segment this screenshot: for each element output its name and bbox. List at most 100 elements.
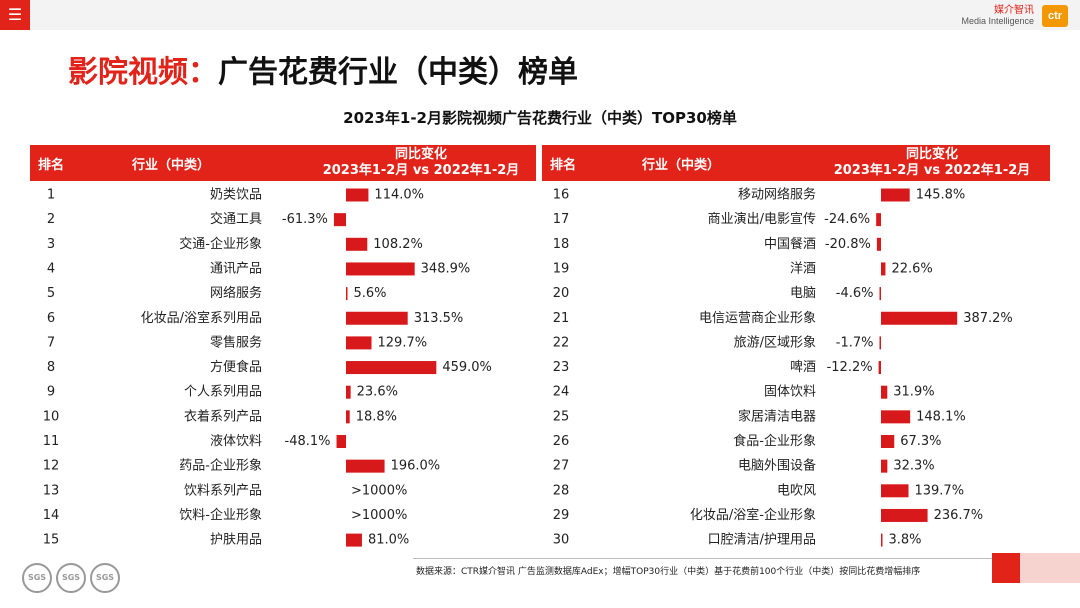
change-bar <box>881 188 910 202</box>
change-value-label: -20.8% <box>825 237 871 252</box>
footer-pink-block <box>1020 553 1080 583</box>
table-header-right: 排名 行业（中类） 同比变化 2023年1-2月 vs 2022年1-2月 <box>542 145 1050 181</box>
industry-label: 交通工具 <box>210 211 262 227</box>
industry-label: 固体饮料 <box>764 385 816 400</box>
rank-label: 25 <box>553 409 570 424</box>
change-bar <box>881 435 895 448</box>
industry-label: 旅游/区域形象 <box>734 335 816 350</box>
rank-label: 10 <box>43 409 60 424</box>
change-value-label: 236.7% <box>934 508 984 523</box>
footer-red-block <box>992 553 1020 583</box>
industry-label: 交通-企业形象 <box>179 236 262 252</box>
rank-label: 18 <box>553 237 570 252</box>
rank-label: 9 <box>47 385 55 400</box>
page-title-main: 广告花费行业（中类）榜单 <box>218 55 578 90</box>
industry-label: 网络服务 <box>210 285 262 301</box>
industry-label: 中国餐酒 <box>764 236 816 252</box>
industry-label: 电脑外围设备 <box>738 458 816 474</box>
change-bar <box>336 435 346 448</box>
header-change: 同比变化 2023年1-2月 vs 2022年1-2月 <box>306 147 536 179</box>
change-bar <box>346 311 408 325</box>
change-bar <box>876 237 881 251</box>
change-value-label: -1.7% <box>836 335 874 350</box>
change-value-label: 348.9% <box>421 261 471 276</box>
change-bar <box>346 533 362 547</box>
change-value-label: >1000% <box>351 483 407 498</box>
change-bar <box>346 237 368 251</box>
change-bar <box>881 311 958 325</box>
brand-name-cn: 媒介智讯 <box>994 5 1034 16</box>
change-bar <box>881 508 928 522</box>
change-bar <box>346 287 348 301</box>
page-title: 影院视频：广告花费行业（中类）榜单 <box>68 47 578 91</box>
change-value-label: -48.1% <box>285 434 331 449</box>
top-bar: ☰ 媒介智讯 Media Intelligence ctr <box>0 0 1080 30</box>
change-value-label: 313.5% <box>414 311 464 326</box>
rank-label: 14 <box>43 508 60 523</box>
industry-label: 护肤用品 <box>210 533 262 548</box>
change-bar <box>881 410 911 424</box>
rank-label: 16 <box>553 188 570 203</box>
rank-label: 30 <box>553 533 570 548</box>
rank-label: 22 <box>553 335 570 350</box>
rank-label: 4 <box>47 261 55 276</box>
industry-label: 零售服务 <box>210 334 262 350</box>
industry-label: 家居清洁电器 <box>738 408 816 424</box>
header-industry: 行业（中类） <box>642 158 721 173</box>
change-bar <box>346 188 369 202</box>
header-industry: 行业（中类） <box>132 158 211 173</box>
change-value-label: 81.0% <box>368 533 409 548</box>
industry-label: 电吹风 <box>777 483 816 498</box>
rank-label: 11 <box>43 434 60 449</box>
change-value-label: 139.7% <box>914 483 964 498</box>
industry-label: 电脑 <box>790 286 816 301</box>
change-bar <box>876 213 881 227</box>
header-rank: 排名 <box>550 158 577 173</box>
change-value-label: 459.0% <box>442 360 492 375</box>
change-value-label: 108.2% <box>373 237 423 252</box>
page-title-accent: 影院视频： <box>68 55 218 90</box>
change-bar <box>346 262 415 276</box>
header-change-title: 同比变化 <box>905 147 958 162</box>
industry-label: 电信运营商企业形象 <box>699 310 816 326</box>
rank-label: 28 <box>553 483 570 498</box>
industry-label: 啤酒 <box>790 360 816 375</box>
header-change-period: 2023年1-2月 vs 2022年1-2月 <box>322 163 520 178</box>
change-bar <box>881 262 886 276</box>
change-bar <box>879 336 881 350</box>
change-bar <box>881 459 888 473</box>
change-value-label: 18.8% <box>356 409 397 424</box>
header-change-title: 同比变化 <box>394 147 447 162</box>
change-value-label: -4.6% <box>836 286 874 301</box>
change-value-label: 3.8% <box>889 533 922 548</box>
industry-label: 食品-企业形象 <box>733 433 816 449</box>
brand-name-en: Media Intelligence <box>961 16 1034 26</box>
rank-label: 5 <box>47 286 55 301</box>
rank-label: 24 <box>553 385 570 400</box>
header-change: 同比变化 2023年1-2月 vs 2022年1-2月 <box>814 147 1050 179</box>
industry-label: 化妆品/浴室-企业形象 <box>690 507 816 523</box>
change-value-label: 387.2% <box>963 311 1013 326</box>
change-value-label: 114.0% <box>374 188 424 203</box>
rank-label: 7 <box>47 335 55 350</box>
industry-label: 饮料系列产品 <box>184 483 262 498</box>
ctr-logo: ctr <box>1042 5 1068 27</box>
rank-label: 27 <box>553 459 570 474</box>
industry-label: 个人系列用品 <box>184 385 262 400</box>
change-value-label: 32.3% <box>893 459 934 474</box>
industry-label: 液体饮料 <box>210 434 262 449</box>
change-bar <box>346 385 351 399</box>
rank-label: 15 <box>43 533 60 548</box>
industry-label: 洋酒 <box>790 261 816 276</box>
industry-label: 化妆品/浴室系列用品 <box>141 310 262 326</box>
hamburger-icon[interactable]: ☰ <box>0 0 30 30</box>
change-bar <box>879 287 881 301</box>
industry-label: 药品-企业形象 <box>179 458 262 474</box>
industry-label: 衣着系列产品 <box>184 408 262 424</box>
data-source-note: 数据来源：CTR媒介智讯 广告监测数据库AdEx；增幅TOP30行业（中类）基于… <box>416 567 921 577</box>
change-bar <box>346 361 437 375</box>
rank-label: 21 <box>553 311 570 326</box>
rank-label: 19 <box>553 261 570 276</box>
change-value-label: 31.9% <box>893 385 934 400</box>
change-value-label: 23.6% <box>357 385 398 400</box>
